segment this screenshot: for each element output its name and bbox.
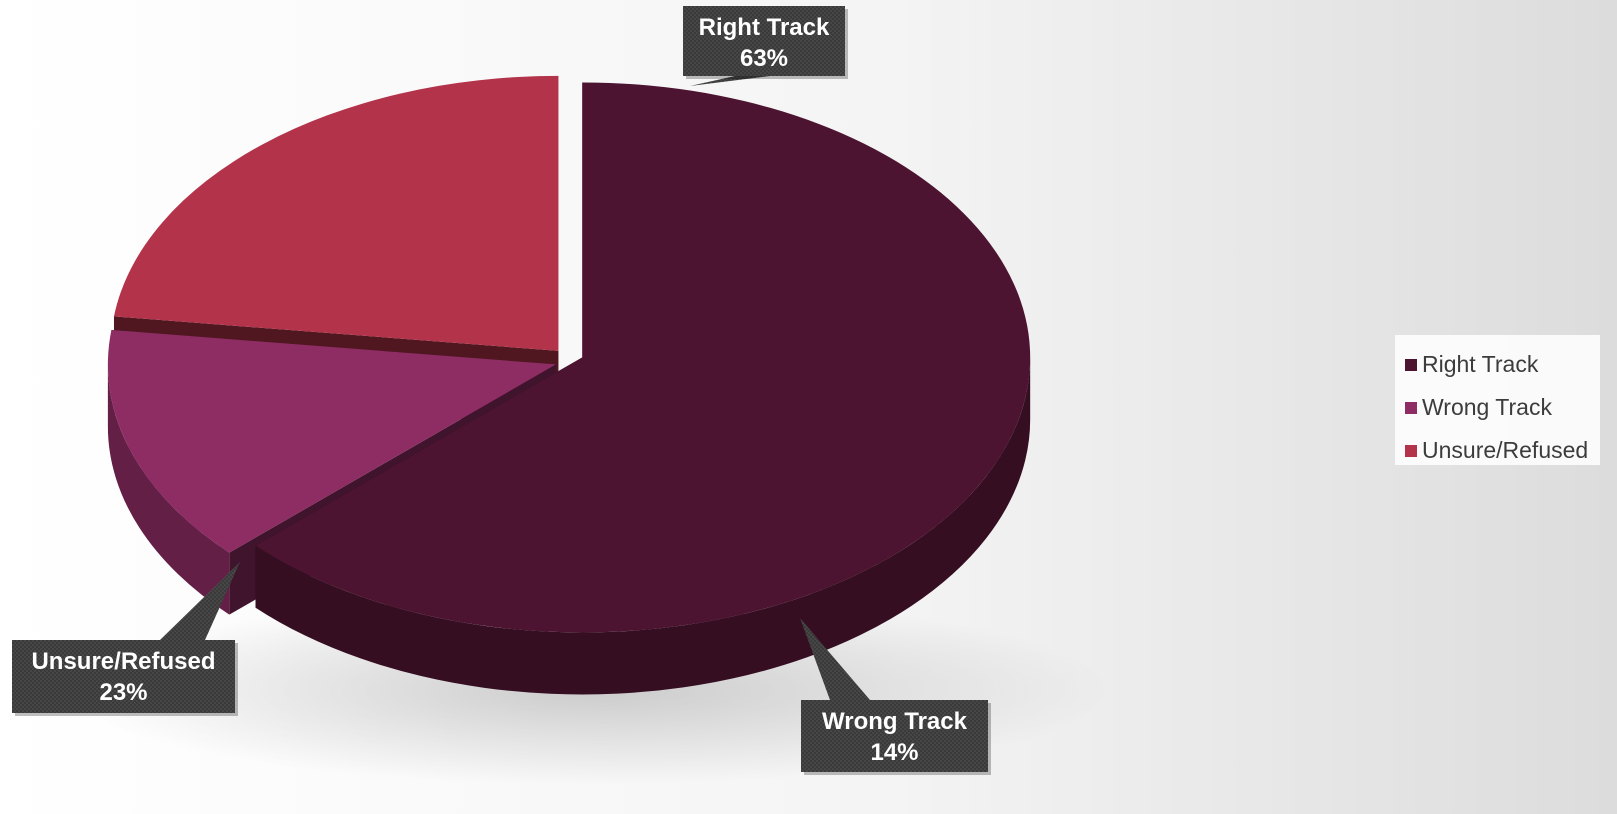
pie-side-wrong-track	[107, 364, 230, 615]
legend-item-right-track: Right Track	[1405, 343, 1590, 386]
callout-pointer-right-track	[690, 76, 770, 86]
callout-right-track: Right Track 63%	[683, 6, 848, 86]
callout-box-wrong-track	[801, 700, 988, 772]
callout-wrong-track: Wrong Track 14%	[800, 618, 991, 775]
legend-label-unsure-refused: Unsure/Refused	[1422, 437, 1589, 463]
pie-tops	[107, 75, 1031, 633]
legend-swatch-right-track	[1405, 358, 1417, 371]
pie-slice-right-track	[255, 82, 1031, 633]
callout-value-wrong-track: 14%	[870, 739, 918, 766]
callout-unsure-refused: Unsure/Refused 23%	[12, 562, 240, 716]
legend-swatch-unsure-refused	[1405, 444, 1417, 457]
legend-label-wrong-track: Wrong Track	[1422, 394, 1552, 420]
legend-swatch-wrong-track	[1405, 401, 1417, 414]
legend-item-wrong-track: Wrong Track	[1405, 386, 1590, 429]
callout-value-unsure-refused: 23%	[99, 679, 147, 706]
callout-pointer-wrong-track	[800, 618, 870, 700]
pie-slice-unsure-refused	[113, 75, 559, 351]
legend-item-unsure-refused: Unsure/Refused	[1405, 429, 1590, 472]
callout-box-right-track	[683, 6, 845, 76]
callout-label-wrong-track: Wrong Track	[822, 708, 968, 735]
callout-label-right-track: Right Track	[699, 14, 830, 41]
callout-label-unsure-refused: Unsure/Refused	[31, 648, 215, 675]
callout-pointer-unsure-refused	[160, 562, 240, 640]
legend-label-right-track: Right Track	[1422, 351, 1539, 377]
callout-box-unsure-refused	[12, 640, 235, 713]
chart-legend: Right Track Wrong Track Unsure/Refused	[1395, 335, 1600, 465]
pie-callouts: Right Track 63% Wrong Track 14% Unsure/Refus…	[12, 6, 991, 775]
pie-side-right-track	[255, 357, 1031, 695]
callout-value-right-track: 63%	[740, 45, 788, 72]
pie-slice-wrong-track	[107, 329, 556, 553]
